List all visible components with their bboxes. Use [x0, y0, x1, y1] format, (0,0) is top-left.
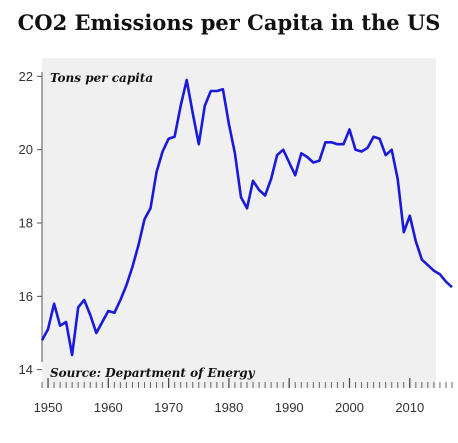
x-tick-label: 1970 — [154, 400, 183, 415]
x-tick-label: 2000 — [335, 400, 364, 415]
series-line-co2-per-capita — [40, 78, 453, 357]
x-ticks: 1950 1960 1970 1980 1990 2000 2010 — [34, 378, 424, 415]
x-tick-label: 1990 — [275, 400, 304, 415]
y-tick-label: 22 — [19, 69, 33, 84]
y-tick-label: 16 — [19, 289, 33, 304]
plot-area-background — [42, 58, 436, 388]
y-ticks: 14 16 18 20 22 — [19, 69, 42, 377]
chart-title: CO2 Emissions per Capita in the US — [17, 10, 441, 35]
y-tick-label: 20 — [19, 142, 33, 157]
x-tick-label: 1950 — [34, 400, 63, 415]
source-note: Source: Department of Energy — [50, 366, 256, 380]
y-tick-label: 14 — [19, 362, 33, 377]
y-tick-label: 18 — [19, 216, 33, 231]
x-tick-label: 2010 — [395, 400, 424, 415]
x-tick-label: 1980 — [214, 400, 243, 415]
x-tick-label: 1960 — [94, 400, 123, 415]
y-axis-label: Tons per capita — [50, 71, 153, 85]
